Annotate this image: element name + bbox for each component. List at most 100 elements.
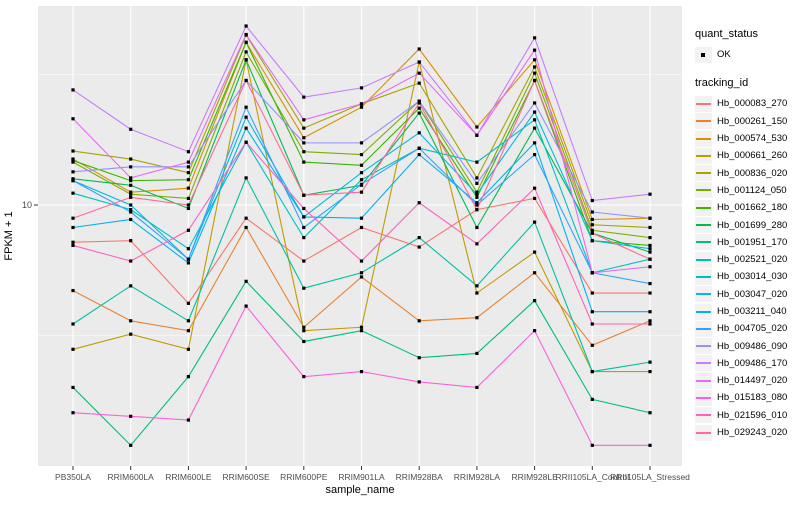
- legend-label: Hb_029243_020: [717, 427, 788, 439]
- legend-key-line: [695, 251, 712, 268]
- data-point: [533, 141, 537, 145]
- data-point: [302, 118, 306, 122]
- data-point: [302, 286, 306, 290]
- data-point: [590, 291, 594, 295]
- data-point: [417, 106, 421, 110]
- legend-key-line: [695, 130, 712, 147]
- legend-label: Hb_003014_030: [717, 271, 788, 283]
- series-color-line-icon: [696, 327, 711, 330]
- x-tick-label: RRIM901LA: [338, 472, 385, 482]
- legend-item-Hb_003014_030: Hb_003014_030: [695, 268, 799, 285]
- data-point: [590, 397, 594, 401]
- data-point: [533, 36, 537, 40]
- data-point: [129, 190, 133, 194]
- data-point: [302, 193, 306, 197]
- data-point: [590, 369, 594, 374]
- data-point: [129, 319, 133, 323]
- series-color-line-icon: [696, 396, 711, 399]
- legend: quant_status OK tracking_id Hb_000083_27…: [695, 28, 799, 442]
- data-point: [359, 325, 364, 329]
- data-point: [71, 177, 75, 181]
- data-point: [244, 176, 248, 180]
- data-point: [475, 125, 479, 129]
- data-point: [302, 259, 306, 263]
- series-color-line-icon: [696, 102, 711, 105]
- data-point: [359, 152, 364, 157]
- legend-item-Hb_004705_020: Hb_004705_020: [695, 320, 799, 337]
- data-point: [186, 347, 190, 351]
- data-point: [475, 291, 479, 295]
- data-point: [244, 50, 248, 54]
- data-point: [475, 190, 479, 194]
- data-point: [186, 329, 190, 333]
- x-tick-label: RRIM600PE: [280, 472, 328, 482]
- legend-label: Hb_003047_020: [717, 288, 788, 300]
- data-point: [359, 141, 364, 145]
- data-point: [302, 126, 306, 130]
- data-point: [71, 191, 75, 195]
- legend-item-Hb_000261_150: Hb_000261_150: [695, 113, 799, 130]
- x-tick-label: RRII105LA_Stressed: [610, 472, 690, 482]
- data-point: [590, 322, 594, 326]
- data-point: [302, 95, 306, 99]
- data-point: [590, 210, 594, 214]
- x-tick-label: RRIM928LA: [454, 472, 501, 482]
- data-point: [533, 101, 537, 105]
- legend-item-Hb_009486_090: Hb_009486_090: [695, 337, 799, 355]
- series-color-line-icon: [696, 362, 711, 365]
- x-tick-label: RRIM600LA: [108, 472, 155, 482]
- data-point: [475, 192, 479, 196]
- data-point: [71, 243, 75, 248]
- data-point: [129, 210, 133, 214]
- data-point: [129, 192, 133, 196]
- data-point: [648, 281, 652, 286]
- data-point: [71, 322, 75, 326]
- legend-key-line: [695, 268, 712, 285]
- x-axis-title: sample_name: [325, 484, 394, 496]
- data-point: [302, 206, 306, 211]
- data-point: [533, 329, 537, 333]
- y-axis: 10: [22, 200, 38, 210]
- data-point: [302, 225, 306, 230]
- data-point: [359, 225, 364, 230]
- legend-key-line: [695, 407, 712, 424]
- series-color-line-icon: [696, 379, 711, 382]
- legend-label: Hb_001951_170: [717, 236, 788, 248]
- legend-label: Hb_014497_020: [717, 375, 788, 387]
- data-point: [186, 257, 190, 261]
- data-point: [129, 332, 133, 336]
- legend-key-line: [695, 234, 712, 251]
- data-point: [533, 186, 537, 190]
- data-point: [533, 58, 537, 62]
- data-point: [417, 152, 421, 157]
- y-axis-title: FPKM + 1: [3, 211, 15, 260]
- data-point: [359, 329, 364, 333]
- data-point: [475, 203, 479, 207]
- data-point: [71, 179, 75, 183]
- legend-item-Hb_001699_280: Hb_001699_280: [695, 216, 799, 234]
- data-point: [244, 279, 248, 283]
- legend-label: Hb_009486_090: [717, 340, 788, 352]
- data-point: [129, 259, 133, 263]
- data-point: [129, 183, 133, 187]
- data-point: [302, 339, 306, 344]
- legend-item-Hb_001662_180: Hb_001662_180: [695, 199, 799, 216]
- data-point: [417, 81, 421, 85]
- legend-key-line: [695, 217, 712, 234]
- legend-item-Hb_000661_260: Hb_000661_260: [695, 147, 799, 164]
- data-point: [71, 225, 75, 230]
- data-point: [129, 208, 133, 212]
- data-point: [475, 385, 479, 390]
- data-point: [475, 225, 479, 230]
- data-point: [533, 118, 537, 122]
- data-point: [244, 32, 248, 37]
- legend-item-Hb_003047_020: Hb_003047_020: [695, 286, 799, 303]
- data-point: [648, 236, 652, 240]
- data-point: [186, 247, 190, 251]
- legend-item-ok: OK: [695, 46, 799, 63]
- data-point: [590, 443, 594, 447]
- data-point: [302, 375, 306, 379]
- data-point: [648, 310, 652, 314]
- legend-key-line: [695, 113, 712, 130]
